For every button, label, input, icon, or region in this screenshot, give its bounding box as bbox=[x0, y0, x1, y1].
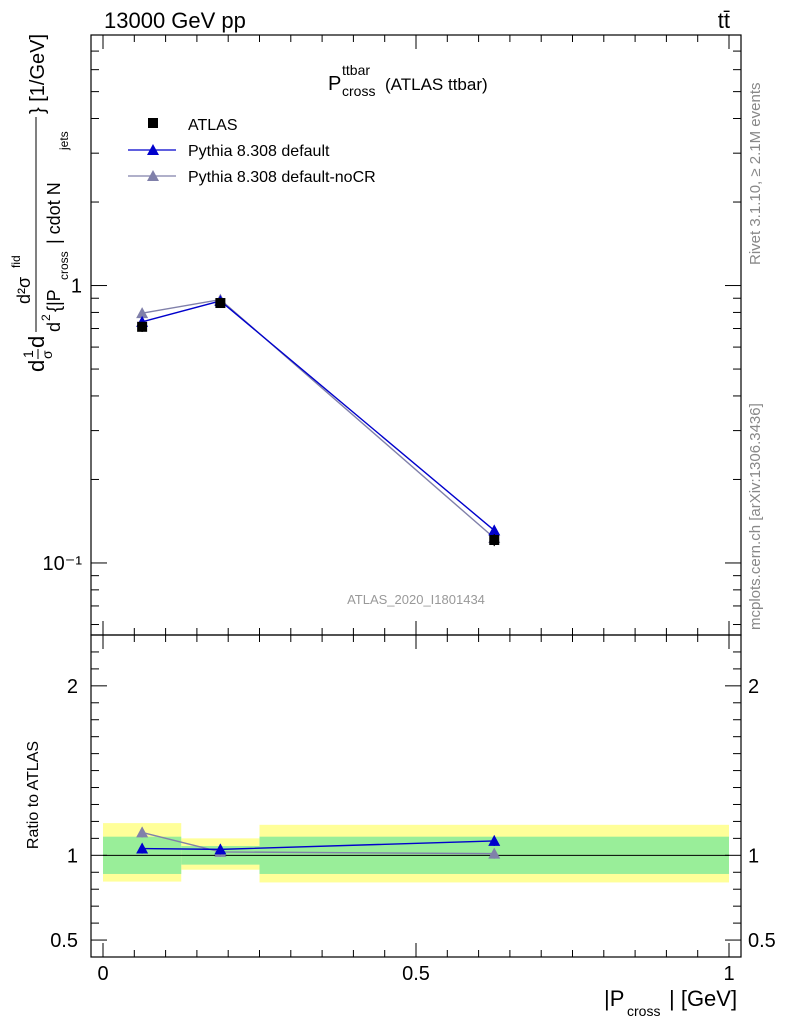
legend-atlas-label: ATLAS bbox=[188, 117, 238, 134]
ylabel-bottom-d: d bbox=[44, 322, 64, 332]
y-tick-label-1: 1 bbox=[71, 276, 82, 298]
ylabel-bottom-cdot: | cdot N bbox=[44, 182, 64, 244]
analysis-watermark: ATLAS_2020_I1801434 bbox=[347, 592, 485, 607]
title-subscript: cross bbox=[342, 83, 375, 99]
xlabel-sub: cross bbox=[627, 1003, 660, 1019]
ratio-y-tick-label-0.5: 0.5 bbox=[50, 930, 78, 952]
ylabel-bottom-sub2: jets bbox=[57, 131, 71, 151]
data-point-mc bbox=[136, 307, 149, 319]
ylabel-frac-top: 1 bbox=[20, 350, 36, 358]
data-point-mc bbox=[488, 524, 501, 536]
ylabel-big-top: d²σ bbox=[14, 277, 34, 304]
ratio-y-tick-label-1: 1 bbox=[67, 845, 78, 867]
x-tick-label-0.5: 0.5 bbox=[402, 963, 430, 985]
main-data-series bbox=[136, 293, 501, 547]
header-process: tt̄ bbox=[718, 8, 730, 33]
xlabel-units: | [GeV] bbox=[669, 986, 737, 1011]
ylabel-d2: d bbox=[24, 336, 49, 348]
main-plot: 1 10⁻¹ P ttbar cross (ATLAS ttbar) ATLAS… bbox=[43, 34, 742, 636]
ratio-data-point bbox=[214, 843, 227, 855]
title-superscript: ttbar bbox=[342, 62, 370, 78]
legend-default-label: Pythia 8.308 default bbox=[188, 143, 330, 160]
header-energy: 13000 GeV pp bbox=[104, 8, 246, 33]
y-tick-label-0.1: 10⁻¹ bbox=[43, 553, 83, 575]
ylabel-d1: d bbox=[24, 360, 49, 372]
ratio-axis-ticks bbox=[91, 634, 741, 958]
ratio-y-tick-label-right-0.5: 0.5 bbox=[748, 930, 776, 952]
legend-default-marker bbox=[147, 144, 159, 155]
ratio-plot: 2 1 0.5 2 1 0.5 Ratio to ATLAS bbox=[25, 634, 776, 958]
ratio-y-tick-label-2: 2 bbox=[67, 676, 78, 698]
ylabel-frac-bottom: σ bbox=[39, 350, 55, 359]
x-axis-label: |P cross | [GeV] bbox=[604, 986, 737, 1019]
ylabel-bottom-sup: 2 bbox=[39, 314, 53, 321]
ratio-plot-frame bbox=[90, 634, 742, 958]
x-tick-label-0: 0 bbox=[97, 963, 108, 985]
ratio-y-tick-labels: 2 1 0.5 2 1 0.5 bbox=[50, 676, 776, 952]
ratio-y-tick-label-right-1: 1 bbox=[748, 845, 759, 867]
legend-nocr-marker bbox=[147, 170, 159, 181]
ratio-data-series bbox=[136, 826, 501, 859]
x-tick-label-1: 1 bbox=[723, 963, 734, 985]
data-point-atlas bbox=[215, 298, 226, 309]
main-y-axis-label: d 1 σ d d²σ fid d 2 {|P cross | cdot N j… bbox=[9, 34, 71, 372]
ylabel-units: } [1/GeV] bbox=[27, 34, 49, 114]
series-line bbox=[141, 300, 495, 531]
title-rest: (ATLAS ttbar) bbox=[385, 75, 488, 94]
ylabel-bottom-sub: cross bbox=[57, 251, 71, 280]
series-line bbox=[142, 298, 495, 539]
x-tick-labels: 0 0.5 1 bbox=[97, 963, 734, 985]
ratio-y-tick-label-right-2: 2 bbox=[748, 676, 759, 698]
xlabel-p: |P bbox=[604, 986, 624, 1011]
data-point-atlas bbox=[489, 535, 500, 546]
ratio-data-point bbox=[136, 842, 149, 854]
ratio-data-point bbox=[136, 826, 149, 838]
legend-atlas-marker bbox=[148, 118, 158, 128]
mcplots-label: mcplots.cern.ch [arXiv:1306.3436] bbox=[747, 403, 764, 630]
ylabel-big-top-sup: fid bbox=[9, 255, 23, 268]
main-axis-ticks bbox=[91, 34, 741, 635]
legend: ATLAS Pythia 8.308 default Pythia 8.308 … bbox=[128, 117, 376, 186]
title-p: P bbox=[328, 73, 341, 95]
legend-nocr-label: Pythia 8.308 default-noCR bbox=[188, 169, 376, 186]
ratio-data-point bbox=[488, 834, 501, 846]
ylabel-bottom-p: {|P bbox=[44, 289, 64, 312]
plot-title: P ttbar cross (ATLAS ttbar) bbox=[328, 62, 488, 99]
ratio-y-axis-label: Ratio to ATLAS bbox=[25, 741, 42, 849]
ratio-data-point bbox=[488, 847, 501, 859]
data-point-atlas bbox=[137, 321, 148, 332]
rivet-version-label: Rivet 3.1.10, ≥ 2.1M events bbox=[747, 83, 764, 266]
main-y-tick-labels: 1 10⁻¹ bbox=[43, 276, 83, 575]
